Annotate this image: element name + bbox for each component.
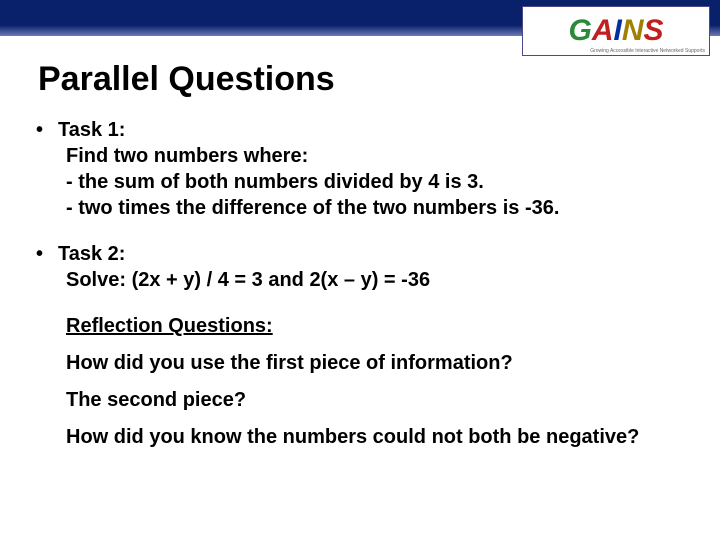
logo-text: G A I N S: [568, 14, 663, 48]
task-1-line-3: - two times the difference of the two nu…: [66, 195, 690, 221]
logo-subtitle: Growing Accessible Interactive Networked…: [590, 48, 705, 54]
logo: G A I N S Growing Accessible Interactive…: [522, 6, 710, 56]
reflection-q2: The second piece?: [66, 387, 690, 414]
bullet-task-2: • Task 2: Solve: (2x + y) / 4 = 3 and 2(…: [30, 241, 690, 293]
logo-letter-g: G: [568, 14, 591, 48]
logo-letter-a: A: [592, 14, 614, 48]
logo-letter-s: S: [644, 14, 664, 48]
content-area: • Task 1: Find two numbers where: - the …: [30, 117, 690, 451]
reflection-block: Reflection Questions: How did you use th…: [66, 313, 690, 451]
task-1-label: Task 1:: [58, 117, 125, 143]
reflection-heading: Reflection Questions:: [66, 315, 273, 337]
bullet-dot: •: [30, 117, 58, 143]
task-2-line-1: Solve: (2x + y) / 4 = 3 and 2(x – y) = -…: [66, 267, 690, 293]
logo-letter-n: N: [622, 14, 644, 48]
task-1-line-1: Find two numbers where:: [66, 143, 690, 169]
bullet-task-1: • Task 1: Find two numbers where: - the …: [30, 117, 690, 221]
task-2-label: Task 2:: [58, 241, 125, 267]
reflection-q3: How did you know the numbers could not b…: [66, 424, 690, 451]
slide-title: Parallel Questions: [38, 60, 720, 99]
logo-letter-i: I: [613, 14, 621, 48]
task-1-line-2: - the sum of both numbers divided by 4 i…: [66, 169, 690, 195]
bullet-dot: •: [30, 241, 58, 267]
reflection-q1: How did you use the first piece of infor…: [66, 350, 690, 377]
